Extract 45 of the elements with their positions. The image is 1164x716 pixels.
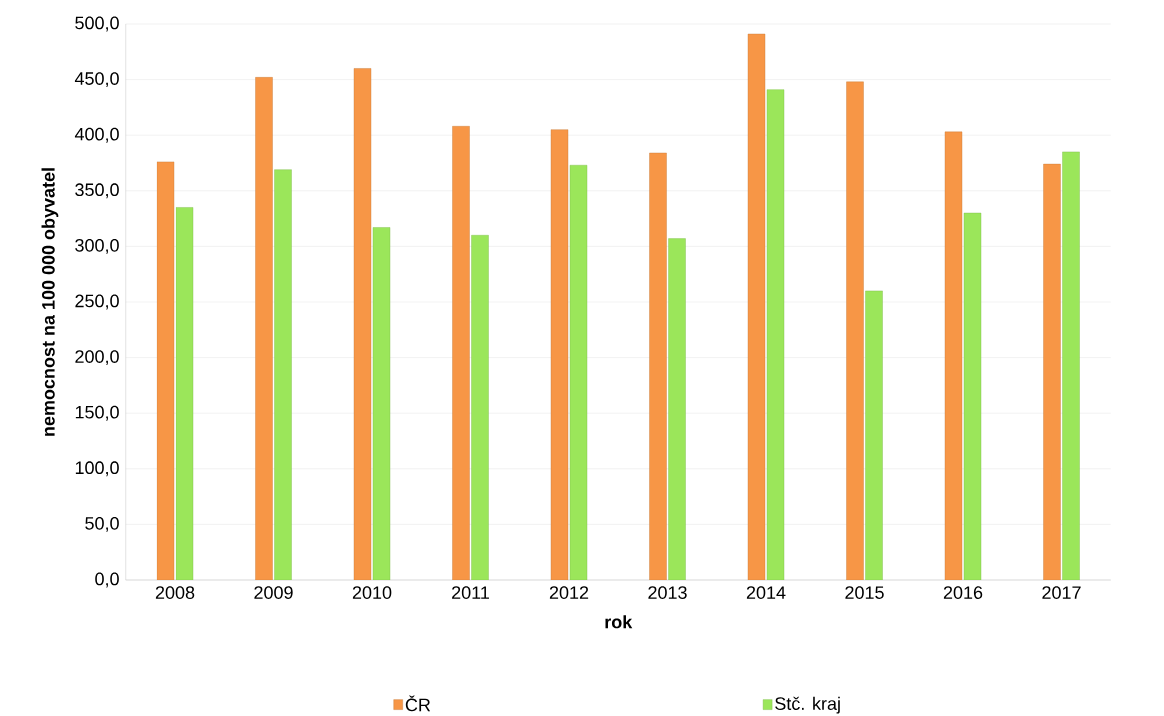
y-tick-label: 250,0 — [75, 294, 119, 310]
bar — [471, 235, 489, 580]
bar — [156, 161, 175, 580]
y-tick-label: 400,0 — [74, 127, 119, 143]
bar — [175, 207, 194, 580]
bar — [649, 152, 667, 580]
bar — [550, 129, 569, 580]
bar — [353, 68, 372, 580]
legend-label: ČR — [405, 695, 431, 712]
x-tick-label: 2016 — [943, 586, 983, 599]
bar — [668, 238, 686, 580]
bar — [569, 165, 588, 580]
legend-label: Stč. kraj — [775, 696, 840, 714]
bar — [766, 89, 785, 580]
bar — [963, 212, 982, 580]
x-axis-title: rok — [605, 615, 633, 629]
x-tick-label: 2008 — [155, 586, 195, 599]
x-tick-label: 2013 — [648, 586, 687, 599]
y-tick-label: 200,0 — [75, 350, 119, 366]
y-tick-label: 500,0 — [75, 16, 119, 32]
y-tick-label: 50,0 — [85, 516, 119, 532]
y-tick-label: 450,0 — [74, 72, 119, 88]
y-tick-label: 150,0 — [75, 405, 119, 421]
y-tick-label: 300,0 — [75, 238, 119, 254]
bar — [747, 33, 766, 580]
x-tick-label: 2015 — [845, 586, 884, 599]
bar — [846, 81, 864, 580]
y-tick-label: 0,0 — [95, 572, 119, 588]
x-tick-label: 2017 — [1042, 586, 1081, 599]
bar — [274, 169, 292, 580]
x-tick-label: 2012 — [549, 586, 589, 599]
bar — [1062, 151, 1080, 580]
x-tick-label: 2009 — [254, 586, 293, 599]
bar — [372, 227, 391, 580]
bar — [944, 131, 963, 580]
x-tick-label: 2014 — [746, 586, 786, 599]
x-tick-label: 2011 — [452, 586, 489, 599]
bar — [255, 77, 273, 580]
bar — [865, 290, 883, 580]
x-tick-label: 2010 — [352, 586, 392, 599]
y-axis-title: nemocnost na 100 000 obyvatel — [41, 168, 59, 436]
y-tick-label: 350,0 — [75, 183, 119, 199]
bar — [452, 126, 470, 580]
y-tick-label: 100,0 — [75, 461, 119, 477]
bar — [1043, 163, 1061, 580]
